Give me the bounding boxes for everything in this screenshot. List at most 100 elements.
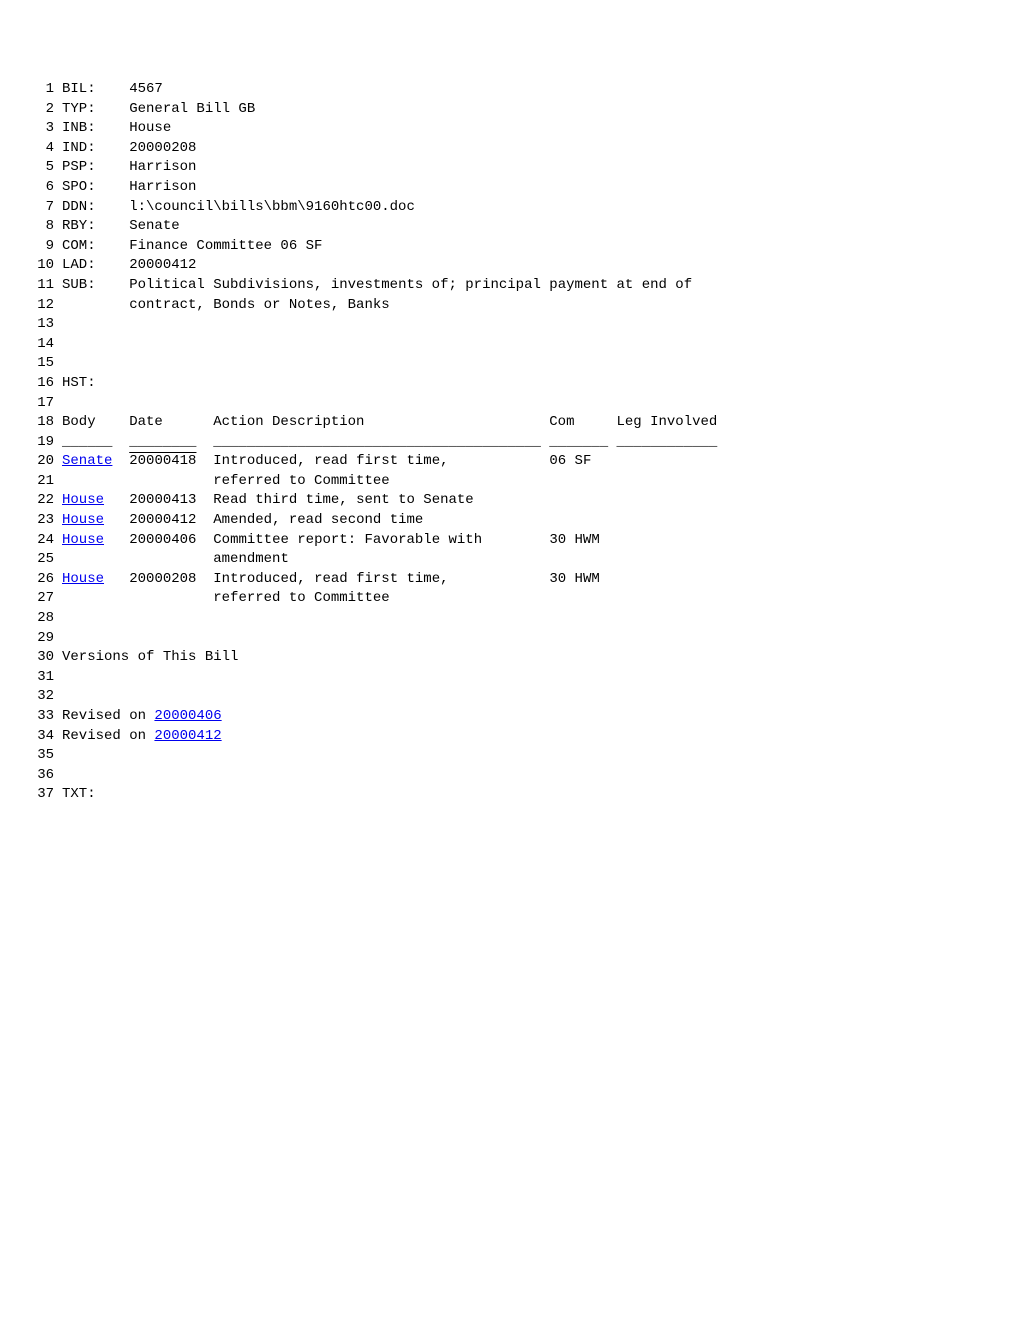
blank-line: 14: [20, 335, 1000, 355]
line-content: COM: Finance Committee 06 SF: [62, 237, 1000, 257]
field-row-txt: 37 TXT:: [20, 785, 1000, 805]
versions-title: 30 Versions of This Bill: [20, 648, 1000, 668]
line-number: 36: [20, 766, 62, 786]
line-number: 21: [20, 472, 62, 492]
document-page: 1BIL: 45672TYP: General Bill GB3INB: Hou…: [0, 0, 1020, 825]
history-row: 27 referred to Committee: [20, 589, 1000, 609]
field-row: 7DDN: l:\council\bills\bbm\9160htc00.doc: [20, 198, 1000, 218]
revision-row: 34Revised on 20000412: [20, 727, 1000, 747]
history-date: 20000412: [129, 512, 196, 528]
body-link[interactable]: House: [62, 492, 104, 508]
line-number: 19: [20, 433, 62, 453]
line-number: 27: [20, 589, 62, 609]
history-action: referred to Committee: [213, 473, 389, 489]
line-number: 37: [20, 785, 62, 805]
line-number: 9: [20, 237, 62, 257]
line-number: 29: [20, 629, 62, 649]
line-number: 30: [20, 648, 62, 668]
history-row: 26House 20000208 Introduced, read first …: [20, 570, 1000, 590]
blank-line: 17: [20, 394, 1000, 414]
field-row-hst: 16 HST:: [20, 374, 1000, 394]
revision-date-link[interactable]: 20000406: [154, 708, 221, 724]
history-action: Introduced, read first time,: [213, 571, 448, 587]
field-row: 4IND: 20000208: [20, 139, 1000, 159]
blank-line: 28: [20, 609, 1000, 629]
history-row: 21 referred to Committee: [20, 472, 1000, 492]
history-com: 06 SF: [549, 453, 591, 469]
line-number: 31: [20, 668, 62, 688]
history-action: Read third time, sent to Senate: [213, 492, 473, 508]
line-number: 14: [20, 335, 62, 355]
line-number: 10: [20, 256, 62, 276]
blank-line: 29: [20, 629, 1000, 649]
line-number: 2: [20, 100, 62, 120]
line-content: PSP: Harrison: [62, 158, 1000, 178]
line-content: ______ ________ ________________________…: [62, 433, 1000, 453]
line-content: House 20000208 Introduced, read first ti…: [62, 570, 1000, 590]
history-row: 24House 20000406 Committee report: Favor…: [20, 531, 1000, 551]
field-label: TXT:: [62, 785, 1000, 805]
line-content: TYP: General Bill GB: [62, 100, 1000, 120]
blank-line: 35: [20, 746, 1000, 766]
line-number: 11: [20, 276, 62, 296]
line-number: 15: [20, 354, 62, 374]
field-row-sub-cont: 12 contract, Bonds or Notes, Banks: [20, 296, 1000, 316]
line-number: 3: [20, 119, 62, 139]
blank-line: 32: [20, 687, 1000, 707]
body-link[interactable]: House: [62, 532, 104, 548]
line-number: 33: [20, 707, 62, 727]
field-label: SUB:: [62, 277, 129, 293]
line-number: 6: [20, 178, 62, 198]
line-content: Senate 20000418 Introduced, read first t…: [62, 452, 1000, 472]
field-value: Political Subdivisions, investments of; …: [129, 277, 692, 293]
field-row: 3INB: House: [20, 119, 1000, 139]
history-row: 25 amendment: [20, 550, 1000, 570]
history-row: 23House 20000412 Amended, read second ti…: [20, 511, 1000, 531]
field-row: 1BIL: 4567: [20, 80, 1000, 100]
blank-line: 15: [20, 354, 1000, 374]
line-number: 28: [20, 609, 62, 629]
history-separator: 19 ______ ________ _____________________…: [20, 433, 1000, 453]
body-link[interactable]: House: [62, 571, 104, 587]
line-content: House 20000413 Read third time, sent to …: [62, 491, 1000, 511]
blank-line: 13: [20, 315, 1000, 335]
line-number: 13: [20, 315, 62, 335]
line-content: referred to Committee: [62, 589, 1000, 609]
line-content: SPO: Harrison: [62, 178, 1000, 198]
history-date: 20000208: [129, 571, 196, 587]
field-row-sub: 11 SUB: Political Subdivisions, investme…: [20, 276, 1000, 296]
revision-date-link[interactable]: 20000412: [154, 728, 221, 744]
revision-row: 33Revised on 20000406: [20, 707, 1000, 727]
line-number: 17: [20, 394, 62, 414]
line-number: 24: [20, 531, 62, 551]
history-date: 20000418: [129, 453, 196, 469]
body-link[interactable]: Senate: [62, 453, 112, 469]
line-number: 34: [20, 727, 62, 747]
blank-line: 36: [20, 766, 1000, 786]
line-number: 32: [20, 687, 62, 707]
history-action: amendment: [213, 551, 289, 567]
line-number: 7: [20, 198, 62, 218]
line-number: 12: [20, 296, 62, 316]
line-content: SUB: Political Subdivisions, investments…: [62, 276, 1000, 296]
line-content: Versions of This Bill: [62, 648, 1000, 668]
line-number: 26: [20, 570, 62, 590]
line-content: referred to Committee: [62, 472, 1000, 492]
history-com: 30 HWM: [549, 532, 599, 548]
line-content: Revised on 20000412: [62, 727, 1000, 747]
line-content: Revised on 20000406: [62, 707, 1000, 727]
history-date: 20000406: [129, 532, 196, 548]
history-action: Committee report: Favorable with: [213, 532, 482, 548]
field-value: contract, Bonds or Notes, Banks: [129, 297, 389, 313]
history-header: 18 Body Date Action Description Com Leg …: [20, 413, 1000, 433]
line-content: contract, Bonds or Notes, Banks: [62, 296, 1000, 316]
line-number: 1: [20, 80, 62, 100]
field-label: HST:: [62, 374, 1000, 394]
line-number: 4: [20, 139, 62, 159]
line-number: 20: [20, 452, 62, 472]
field-row: 9COM: Finance Committee 06 SF: [20, 237, 1000, 257]
body-link[interactable]: House: [62, 512, 104, 528]
history-com: 30 HWM: [549, 571, 599, 587]
line-number: 18: [20, 413, 62, 433]
line-number: 35: [20, 746, 62, 766]
